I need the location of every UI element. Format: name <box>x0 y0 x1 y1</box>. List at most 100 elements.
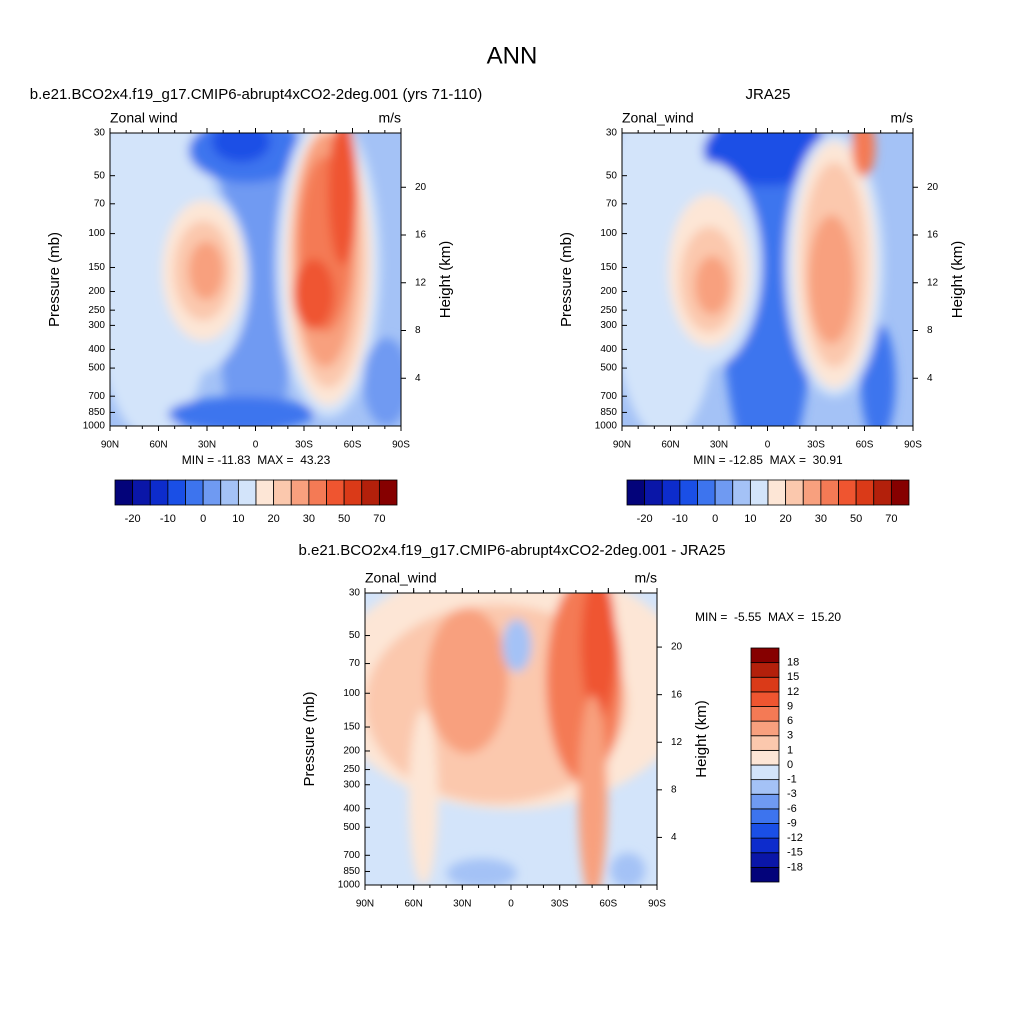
y2-tick-label: 16 <box>415 230 427 241</box>
contour-region <box>211 133 271 163</box>
stats: MIN = -5.55 MAX = 15.20 <box>695 610 841 624</box>
colorbar-label: -12 <box>787 832 803 844</box>
y-axis-title: Pressure (mb) <box>558 232 575 327</box>
x-tick-label: 30N <box>710 440 728 451</box>
colorbar-box <box>661 479 681 506</box>
y-tick-label: 250 <box>600 305 617 316</box>
y-tick-label: 1000 <box>595 421 618 432</box>
colorbar-box <box>750 735 780 751</box>
y2-tick-label: 12 <box>415 277 427 288</box>
y-tick-label: 500 <box>88 363 105 374</box>
colorbar-box <box>767 479 787 506</box>
colorbar-box <box>343 479 363 506</box>
colorbar-box <box>714 479 734 506</box>
y2-tick-label: 8 <box>927 325 933 336</box>
colorbar-box <box>750 720 780 737</box>
x-tick-label: 30N <box>198 440 216 451</box>
colorbar-box <box>873 479 892 506</box>
colorbar-box <box>697 479 716 506</box>
y-tick-label: 200 <box>343 746 360 757</box>
colorbar-label: -6 <box>787 803 797 815</box>
y2-axis-title: Height (km) <box>949 241 966 319</box>
y-tick-label: 70 <box>606 198 618 209</box>
y2-tick-label: 4 <box>671 832 677 843</box>
x-tick-label: 30S <box>551 899 569 910</box>
colorbar-box <box>255 479 275 506</box>
y-tick-label: 100 <box>343 688 360 699</box>
left-title: Zonal wind <box>110 110 178 126</box>
colorbar-box <box>750 706 780 722</box>
colorbar-label: 18 <box>787 657 799 669</box>
colorbar-label: 3 <box>787 730 793 742</box>
y-tick-label: 30 <box>94 128 106 139</box>
colorbar-box <box>802 479 822 506</box>
contour-region <box>363 338 401 426</box>
colorbar-label: 0 <box>787 759 793 771</box>
colorbar-label: 50 <box>850 513 862 525</box>
y2-axis-title: Height (km) <box>693 700 710 778</box>
y-tick-label: 500 <box>343 822 360 833</box>
colorbar-label: -9 <box>787 817 797 829</box>
colorbar-label: 70 <box>885 513 897 525</box>
colorbar-label: 1 <box>787 744 793 756</box>
colorbar-box <box>644 479 663 506</box>
x-tick-label: 60S <box>344 440 362 451</box>
colorbar-box <box>750 808 780 824</box>
colorbar-label: 30 <box>303 513 315 525</box>
colorbar-box <box>220 479 239 506</box>
left-title: Zonal_wind <box>365 570 437 586</box>
y-tick-label: 400 <box>88 344 105 355</box>
y-tick-label: 400 <box>343 803 360 814</box>
field-layers <box>365 593 657 885</box>
colorbar-label: 0 <box>200 513 206 525</box>
colorbar-box <box>750 866 780 883</box>
y-tick-label: 150 <box>343 722 360 733</box>
x-tick-label: 90S <box>648 899 666 910</box>
left-title: Zonal_wind <box>622 110 694 126</box>
colorbar-label: 70 <box>373 513 385 525</box>
y-tick-label: 200 <box>88 286 105 297</box>
colorbar-label: 10 <box>744 513 756 525</box>
y2-tick-label: 12 <box>671 737 683 748</box>
stats: MIN = -11.83 MAX = 43.23 <box>182 453 331 467</box>
y2-tick-label: 20 <box>927 182 939 193</box>
colorbar-box <box>890 479 910 506</box>
y-tick-label: 70 <box>349 658 361 669</box>
colorbar-box <box>820 479 839 506</box>
colorbar-box <box>167 479 186 506</box>
x-tick-label: 90S <box>904 440 922 451</box>
y2-tick-label: 16 <box>671 689 683 700</box>
colorbar-box <box>750 691 780 707</box>
x-tick-label: 90S <box>392 440 410 451</box>
x-tick-label: 90N <box>101 440 119 451</box>
contour-region <box>694 256 730 315</box>
y-tick-label: 100 <box>600 228 617 239</box>
colorbar-box <box>273 479 292 506</box>
colorbar-box <box>855 479 875 506</box>
y2-tick-label: 16 <box>927 230 939 241</box>
contour-region <box>502 619 532 672</box>
y-tick-label: 1000 <box>338 880 361 891</box>
contour-region <box>188 241 224 301</box>
colorbar-box <box>378 479 398 506</box>
x-tick-label: 0 <box>508 899 514 910</box>
y-tick-label: 700 <box>88 391 105 402</box>
y2-tick-label: 8 <box>671 784 677 795</box>
colorbar-box <box>114 479 134 506</box>
y-axis-title: Pressure (mb) <box>46 232 63 327</box>
colorbar-label: -10 <box>160 513 176 525</box>
colorbar-label: -3 <box>787 788 797 800</box>
figure-title: ANN <box>487 42 538 69</box>
y-tick-label: 200 <box>600 286 617 297</box>
contour-region <box>408 709 438 885</box>
panel-title: b.e21.BCO2x4.f19_g17.CMIP6-abrupt4xCO2-2… <box>299 542 726 559</box>
x-tick-label: 60N <box>661 440 679 451</box>
colorbar-label: 6 <box>787 715 793 727</box>
colorbar-box <box>750 676 780 693</box>
y-tick-label: 300 <box>343 779 360 790</box>
y-axis-title: Pressure (mb) <box>301 691 318 786</box>
colorbar-label: 15 <box>787 671 799 683</box>
y-tick-label: 50 <box>94 170 106 181</box>
y-tick-label: 150 <box>88 262 105 273</box>
